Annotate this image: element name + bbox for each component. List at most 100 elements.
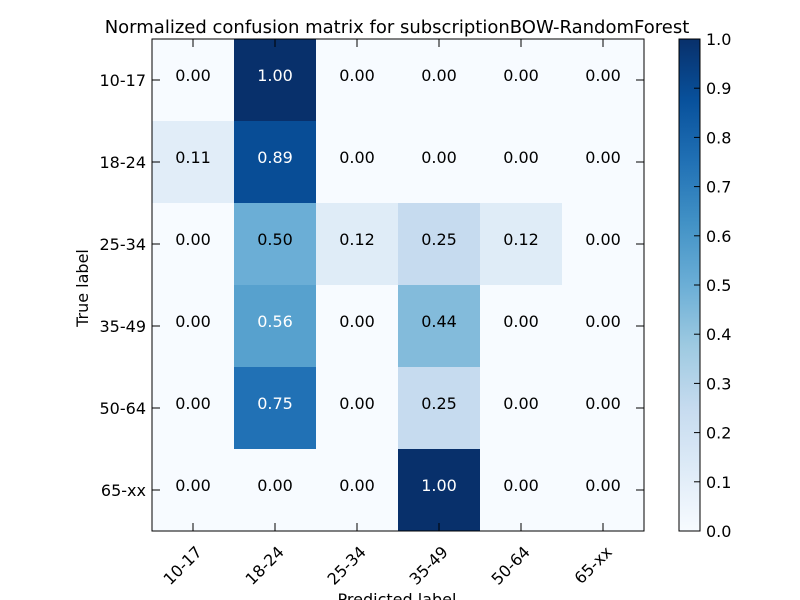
x-tick-label: 65-xx: [571, 542, 616, 587]
cell-value-label: 0.00: [257, 476, 293, 495]
heatmap-cell: [398, 39, 481, 122]
x-tick-label: 50-64: [488, 542, 534, 588]
cell-value-label: 0.75: [257, 394, 293, 413]
y-tick-label: 50-64: [100, 399, 147, 418]
colorbar-tick-label: 0.0: [706, 522, 731, 541]
heatmap-cell: [562, 121, 645, 204]
y-tick-label: 65-xx: [101, 481, 146, 500]
cell-value-label: 0.00: [503, 148, 539, 167]
cell-value-label: 0.00: [585, 476, 621, 495]
y-axis-label: True label: [73, 249, 92, 328]
heatmap-cell: [480, 285, 563, 368]
cell-value-label: 0.00: [339, 66, 375, 85]
cell-value-label: 0.00: [421, 66, 457, 85]
cell-value-label: 0.25: [421, 394, 457, 413]
cell-value-label: 1.00: [421, 476, 457, 495]
cell-value-label: 0.00: [503, 66, 539, 85]
heatmap-cell: [234, 39, 317, 122]
heatmap-cell: [562, 39, 645, 122]
cell-value-label: 0.12: [339, 230, 375, 249]
colorbar-tick-label: 0.5: [706, 276, 731, 295]
colorbar-tick-label: 0.1: [706, 473, 731, 492]
heatmap-cell: [152, 39, 235, 122]
y-tick-label: 18-24: [100, 153, 147, 172]
colorbar-tick-label: 1.0: [706, 30, 731, 49]
cell-value-label: 0.00: [585, 66, 621, 85]
heatmap-cell: [152, 285, 235, 368]
heatmap-cell: [316, 203, 399, 286]
heatmap-cell: [152, 203, 235, 286]
heatmap-cell: [398, 285, 481, 368]
heatmap-cell: [316, 121, 399, 204]
heatmap-cell: [234, 367, 317, 450]
colorbar: 0.0 0.1 0.2 0.3 0.4 0.5 0.6 0.7 0.8 0.9 1.0: [678, 30, 731, 541]
colorbar-tick-label: 0.6: [706, 227, 731, 246]
cell-value-label: 0.11: [175, 148, 211, 167]
heatmap-cell: [398, 121, 481, 204]
cell-value-label: 0.50: [257, 230, 293, 249]
colorbar-tick-label: 0.9: [706, 79, 731, 98]
x-tick-label: 18-24: [242, 542, 288, 588]
cell-value-label: 0.00: [339, 148, 375, 167]
cell-value-label: 0.00: [175, 312, 211, 331]
colorbar-tick-label: 0.4: [706, 325, 731, 344]
heatmap-cell: [398, 367, 481, 450]
y-tick-label: 25-34: [100, 235, 147, 254]
heatmap-cell: [562, 285, 645, 368]
cell-value-label: 0.00: [585, 394, 621, 413]
chart-title: Normalized confusion matrix for subscrip…: [105, 17, 690, 38]
cell-value-label: 0.00: [175, 66, 211, 85]
colorbar-tick-label: 0.7: [706, 178, 731, 197]
heatmap-cell: [234, 285, 317, 368]
heatmap-cell: [152, 449, 235, 532]
colorbar-tick-label: 0.3: [706, 374, 731, 393]
heatmap-cell: [234, 203, 317, 286]
cell-value-label: 0.89: [257, 148, 293, 167]
cell-value-label: 0.00: [585, 148, 621, 167]
cell-value-label: 0.00: [175, 230, 211, 249]
y-axis-ticks: 10-17 18-24 25-34 35-49 50-64 65-xx: [100, 71, 644, 500]
cell-value-label: 0.00: [175, 394, 211, 413]
cell-value-label: 0.00: [503, 394, 539, 413]
x-tick-label: 10-17: [160, 542, 206, 588]
colorbar-tick-label: 0.2: [706, 424, 731, 443]
cell-value-label: 0.44: [421, 312, 457, 331]
cell-value-label: 0.00: [585, 312, 621, 331]
cell-value-label: 0.00: [503, 476, 539, 495]
heatmap-cell: [480, 203, 563, 286]
cell-value-label: 1.00: [257, 66, 293, 85]
heatmap-cell-labels: 0.00 1.00 0.00 0.00 0.00 0.00 0.11 0.89 0.00 0.00…: [175, 66, 621, 495]
y-tick-label: 35-49: [100, 317, 147, 336]
heatmap-cell: [480, 367, 563, 450]
x-tick-label: 35-49: [406, 542, 452, 588]
heatmap-cell: [398, 203, 481, 286]
heatmap-cell: [316, 285, 399, 368]
heatmap-cell: [480, 121, 563, 204]
heatmap-cell: [234, 449, 317, 532]
cell-value-label: 0.00: [421, 148, 457, 167]
heatmap-cell: [480, 39, 563, 122]
cell-value-label: 0.12: [503, 230, 539, 249]
cell-value-label: 0.00: [339, 476, 375, 495]
cell-value-label: 0.00: [585, 230, 621, 249]
cell-value-label: 0.00: [503, 312, 539, 331]
heatmap-cell: [152, 121, 235, 204]
heatmap-cell: [562, 449, 645, 532]
x-tick-label: 25-34: [324, 542, 370, 588]
heatmap-cell: [152, 367, 235, 450]
x-axis-label: Predicted label: [338, 590, 457, 600]
heatmap-cell: [562, 203, 645, 286]
heatmap-cell: [316, 39, 399, 122]
heatmap-cell: [316, 449, 399, 532]
heatmap-cell: [234, 121, 317, 204]
cell-value-label: 0.56: [257, 312, 293, 331]
heatmap-cell: [562, 367, 645, 450]
cell-value-label: 0.00: [175, 476, 211, 495]
y-tick-label: 10-17: [100, 71, 147, 90]
cell-value-label: 0.00: [339, 394, 375, 413]
plot-frame: [151, 38, 645, 532]
heatmap-cell: [316, 367, 399, 450]
cell-value-label: 0.25: [421, 230, 457, 249]
colorbar-tick-label: 0.8: [706, 128, 731, 147]
